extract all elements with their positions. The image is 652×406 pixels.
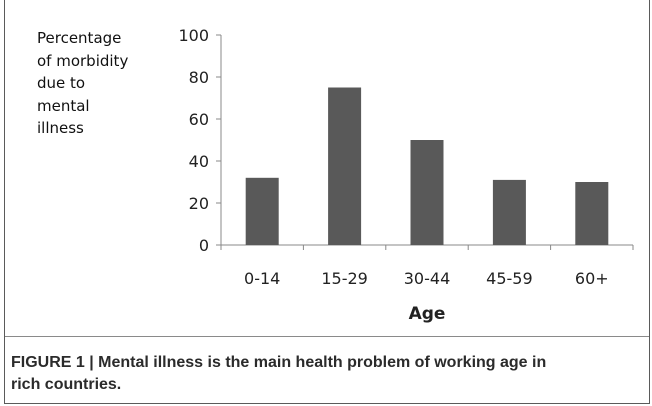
figure-caption-line: FIGURE 1 | Mental illness is the main he… <box>11 354 547 371</box>
y-tick-label: 80 <box>189 68 209 87</box>
x-tick-label: 45-59 <box>486 269 533 288</box>
figure-caption: FIGURE 1 | Mental illness is the main he… <box>11 352 643 396</box>
y-axis-label: Percentage of morbidity due to mental il… <box>37 27 157 140</box>
y-axis-label-line: due to <box>37 74 86 92</box>
y-axis-label-line: of morbidity <box>37 51 129 70</box>
y-axis-label-line: mental <box>37 96 90 115</box>
figure: Percentage of morbidity due to mental il… <box>4 0 650 404</box>
y-tick-label: 0 <box>199 236 209 255</box>
bar <box>328 87 362 245</box>
x-tick-label: 30-44 <box>404 269 451 288</box>
figure-caption-line: rich countries. <box>11 376 122 393</box>
x-axis-label: Age <box>409 304 446 324</box>
bar <box>492 179 526 245</box>
bar <box>575 182 609 245</box>
chart-panel: Percentage of morbidity due to mental il… <box>5 0 649 337</box>
x-tick-label: 60+ <box>575 269 609 288</box>
y-tick-label: 40 <box>189 152 209 171</box>
y-tick-label: 60 <box>189 110 209 129</box>
x-tick-label: 15-29 <box>321 269 368 288</box>
bar-chart: 0 20 40 60 80 100 0-14 15-29 30-44 45-59 60+ Age <box>178 26 634 324</box>
y-axis-label-line: Percentage <box>37 29 122 47</box>
bar <box>410 140 444 245</box>
y-tick-label: 100 <box>178 26 209 45</box>
y-axis-label-line: illness <box>37 119 84 137</box>
x-tick-label: 0-14 <box>244 269 280 288</box>
bar <box>245 177 279 245</box>
y-tick-label: 20 <box>189 194 209 213</box>
